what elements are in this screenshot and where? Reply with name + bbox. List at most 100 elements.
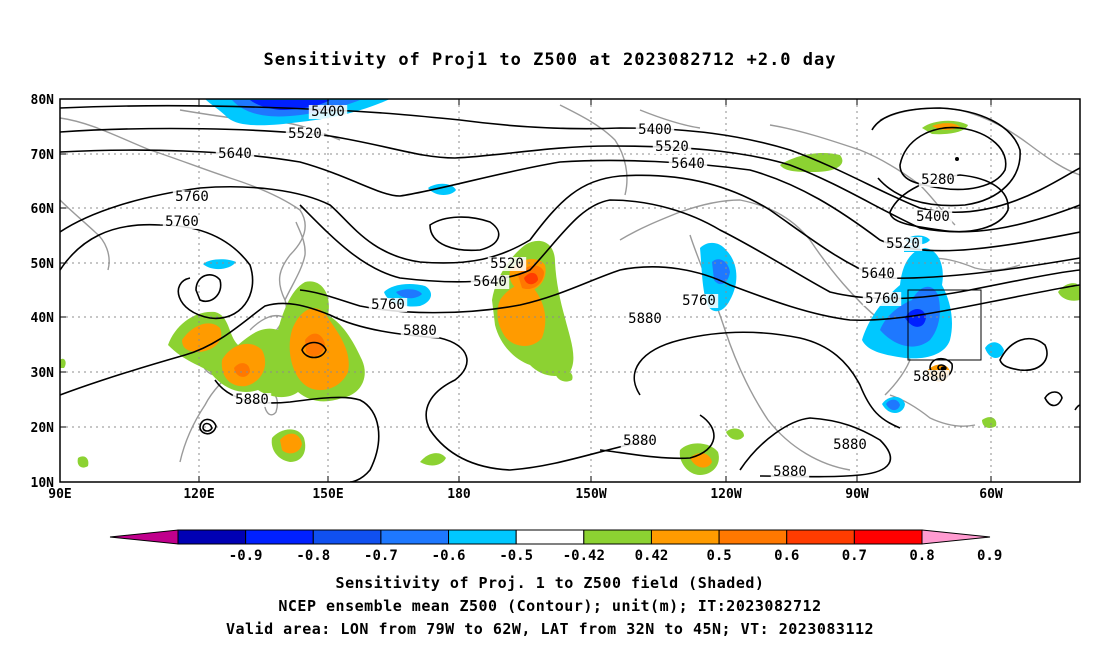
contour-label: 5400 xyxy=(638,122,672,138)
lon-label: 60W xyxy=(979,487,1003,502)
colorbar-label: 0.8 xyxy=(909,548,934,564)
contour-label: 5640 xyxy=(671,156,705,172)
contour-label: 5760 xyxy=(165,214,199,230)
contour-label-bg xyxy=(215,147,255,161)
colorbar-label: -0.8 xyxy=(296,548,330,564)
contour-label: 5880 xyxy=(833,437,867,453)
contour-label: 5640 xyxy=(861,266,895,282)
caption-line-1: Sensitivity of Proj. 1 to Z500 field (Sh… xyxy=(335,574,765,592)
contour-label: 5640 xyxy=(218,146,252,162)
colorbar-label: 0.6 xyxy=(774,548,799,564)
contour-label-bg xyxy=(625,312,665,326)
contour-label-bg xyxy=(918,173,958,187)
contour-label: 5520 xyxy=(490,256,524,272)
colorbar-swatch xyxy=(583,529,652,545)
graticule xyxy=(60,99,1080,482)
contour-label: 5640 xyxy=(473,274,507,290)
contour-label-bg xyxy=(862,292,902,306)
colorbar-swatch xyxy=(312,529,382,545)
colorbar-label: -0.5 xyxy=(499,548,533,564)
contour-label-bg xyxy=(470,275,510,289)
colorbar-swatch xyxy=(786,529,855,545)
contour-label: 5760 xyxy=(371,297,405,313)
lon-label: 90W xyxy=(845,487,869,502)
contour-label: 5880 xyxy=(628,311,662,327)
caption-line-3: Valid area: LON from 79W to 62W, LAT fro… xyxy=(225,620,875,638)
contour-label: 5520 xyxy=(288,126,322,142)
contour-label-bg xyxy=(308,105,348,119)
contour-label: 5280 xyxy=(921,172,955,188)
colorbar-high-extend xyxy=(921,529,991,545)
ticks xyxy=(60,99,1080,482)
lat-label: 60N xyxy=(31,202,55,217)
contour-label: 5520 xyxy=(886,236,920,252)
lat-label: 50N xyxy=(31,257,55,272)
contour-label-bg xyxy=(368,298,408,312)
colorbar-label: 0.9 xyxy=(977,548,1002,564)
colorbar-swatch xyxy=(448,529,517,545)
colorbar-label: -0.7 xyxy=(364,548,398,564)
colorbar-label: -0.42 xyxy=(563,548,605,564)
lon-label: 150E xyxy=(312,487,343,502)
contour-labels: 5400552056405760576058805880540055205640… xyxy=(162,104,958,480)
valid-area-box xyxy=(907,289,982,361)
colorbar-swatch xyxy=(177,529,247,545)
lon-label: 180 xyxy=(447,487,471,502)
contour-label: 5880 xyxy=(403,323,437,339)
colorbar-label: 0.7 xyxy=(842,548,867,564)
contour-label: 5400 xyxy=(311,104,345,120)
colorbar-swatch xyxy=(853,529,923,545)
contour-label-bg xyxy=(172,190,212,204)
colorbar-swatch xyxy=(718,529,788,545)
contour-label-bg xyxy=(487,257,527,271)
colorbar-label: 0.5 xyxy=(706,548,731,564)
low-center-marker-north xyxy=(955,157,959,161)
contour-label: 5520 xyxy=(655,139,689,155)
contour-label-bg xyxy=(883,237,923,251)
lon-label: 120W xyxy=(710,487,741,502)
lat-label: 80N xyxy=(31,93,55,108)
contour-label: 5760 xyxy=(175,189,209,205)
contour-label: 5760 xyxy=(682,293,716,309)
contour-label: 5760 xyxy=(865,291,899,307)
map-frame xyxy=(59,98,1081,483)
contour-label: 5400 xyxy=(916,209,950,225)
contour-label-bg xyxy=(232,393,272,407)
contour-label: 5880 xyxy=(773,464,807,480)
colorbar-swatch xyxy=(515,529,585,545)
lat-label: 40N xyxy=(31,311,55,326)
contour-label-bg xyxy=(285,127,325,141)
colorbar-low-extend xyxy=(109,529,179,545)
lat-label: 20N xyxy=(31,421,55,436)
caption-line-2: NCEP ensemble mean Z500 (Contour); unit(… xyxy=(278,597,822,615)
lon-label: 120E xyxy=(183,487,214,502)
colorbar-swatch xyxy=(650,529,720,545)
contour-label-bg xyxy=(679,294,719,308)
contour-label: 5880 xyxy=(235,392,269,408)
lat-label: 70N xyxy=(31,148,55,163)
contour-label-bg xyxy=(620,434,660,448)
contour-label-bg xyxy=(858,267,898,281)
colorbar-swatch xyxy=(245,529,314,545)
contour-label-bg xyxy=(162,215,202,229)
contour-label: 5880 xyxy=(623,433,657,449)
lat-label: 10N xyxy=(31,476,55,491)
plot-title: Sensitivity of Proj1 to Z500 at 20230827… xyxy=(263,50,837,70)
colorbar-swatch xyxy=(380,529,450,545)
contour-label-bg xyxy=(830,438,870,452)
contour-label-bg xyxy=(635,123,675,137)
colorbar: -0.9 -0.8 -0.7 -0.6 -0.5 -0.42 0.42 0.5 0.6 0.7 0.… xyxy=(109,529,1002,564)
lon-label: 150W xyxy=(575,487,606,502)
contour-label-bg xyxy=(400,324,440,338)
colorbar-label: -0.6 xyxy=(432,548,466,564)
colorbar-label: -0.9 xyxy=(229,548,263,564)
contour-label-bg xyxy=(910,370,950,384)
contour-label-bg xyxy=(913,210,953,224)
lat-label: 30N xyxy=(31,366,55,381)
contour-label-bg xyxy=(652,140,692,154)
contour-label-bg xyxy=(770,465,810,479)
contour-label: 5880 xyxy=(913,369,947,385)
colorbar-label: 0.42 xyxy=(635,548,669,564)
lon-label: 90E xyxy=(48,487,71,502)
